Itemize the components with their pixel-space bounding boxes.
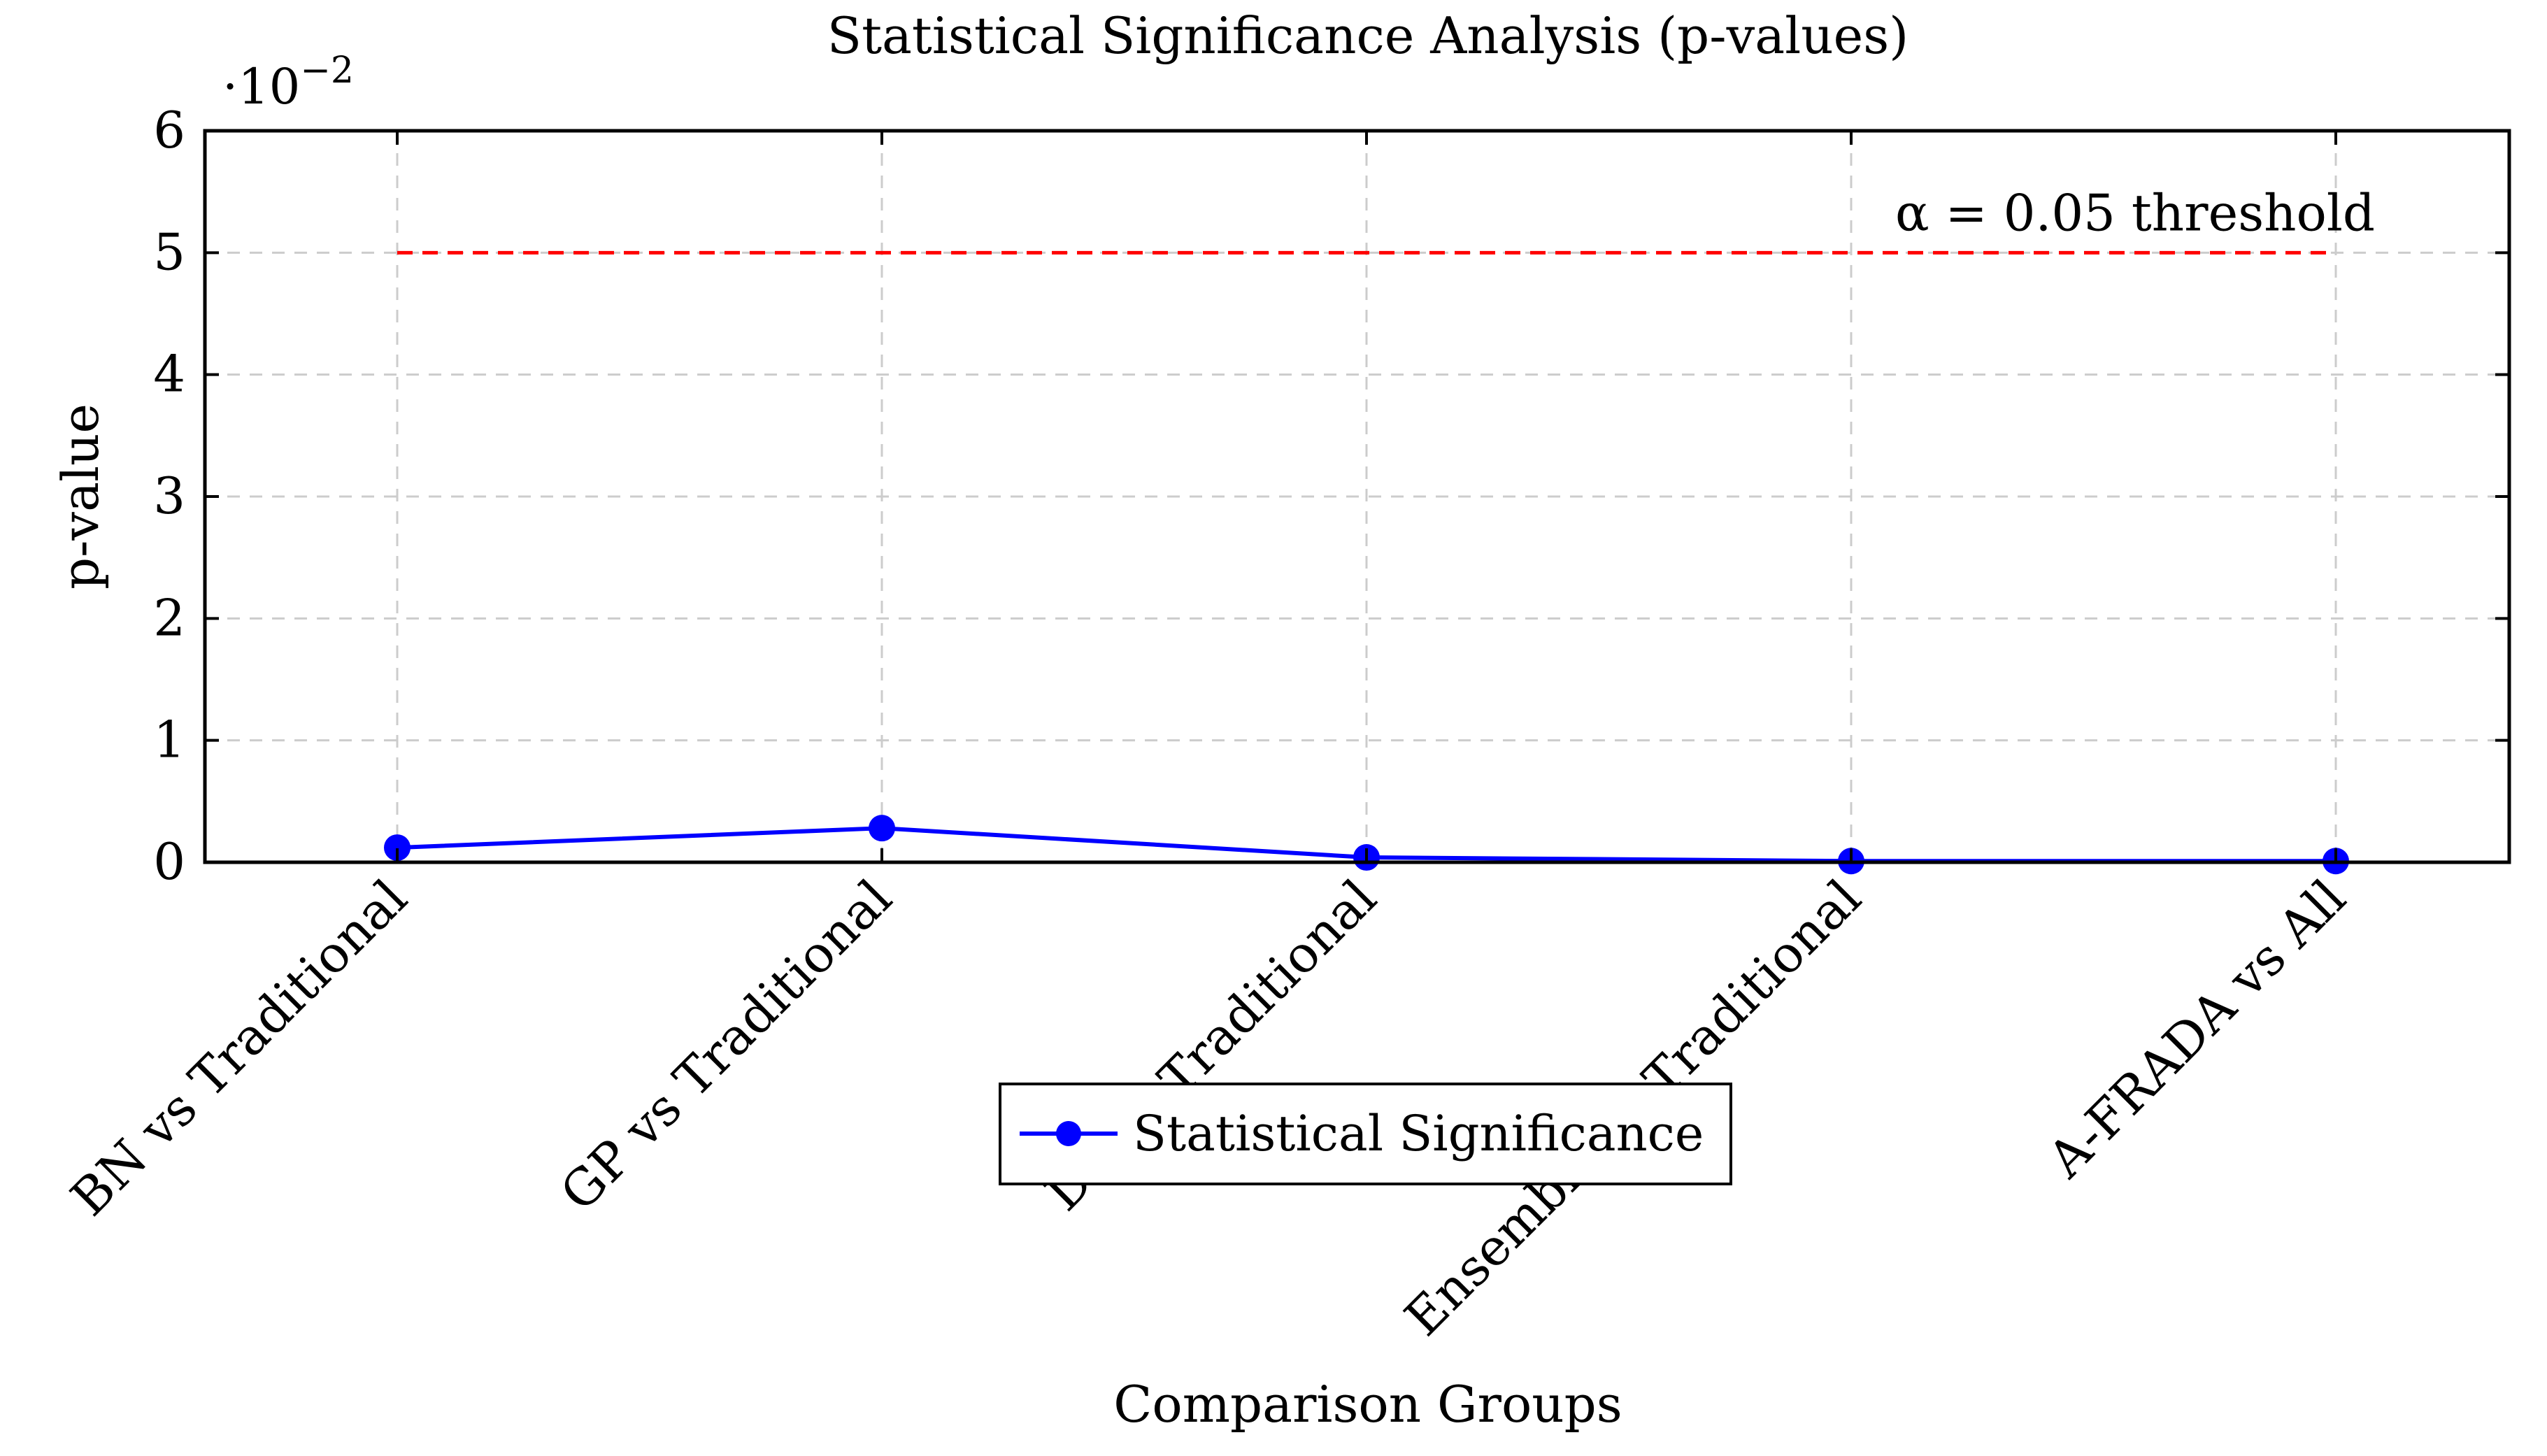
threshold-group: α = 0.05 threshold <box>397 183 2375 255</box>
y-tick-label: 0 <box>153 832 185 891</box>
legend-label: Statistical Significance <box>1133 1105 1704 1162</box>
legend-marker <box>1056 1121 1081 1146</box>
threshold-label: α = 0.05 threshold <box>1895 183 2375 242</box>
y-tick-label: 3 <box>153 466 185 525</box>
y-tick-label: 1 <box>153 711 185 769</box>
data-point <box>869 815 895 842</box>
y-axis-label: p-value <box>51 404 110 590</box>
y-tick-label: 6 <box>153 101 185 159</box>
legend: Statistical Significance <box>999 1083 1732 1185</box>
y-tick-label: 2 <box>153 588 185 647</box>
y-axis: 0 1 2 3 4 5 6 <box>153 101 2509 891</box>
legend-box <box>999 1083 1732 1185</box>
x-axis-label: Comparison Groups <box>1113 1375 1622 1434</box>
data-point <box>384 834 411 862</box>
y-scale-label: ·10−2 <box>222 50 354 115</box>
chart-title: Statistical Significance Analysis (p-val… <box>827 6 1909 65</box>
y-tick-label: 4 <box>153 345 185 404</box>
y-tick-label: 5 <box>153 222 185 281</box>
